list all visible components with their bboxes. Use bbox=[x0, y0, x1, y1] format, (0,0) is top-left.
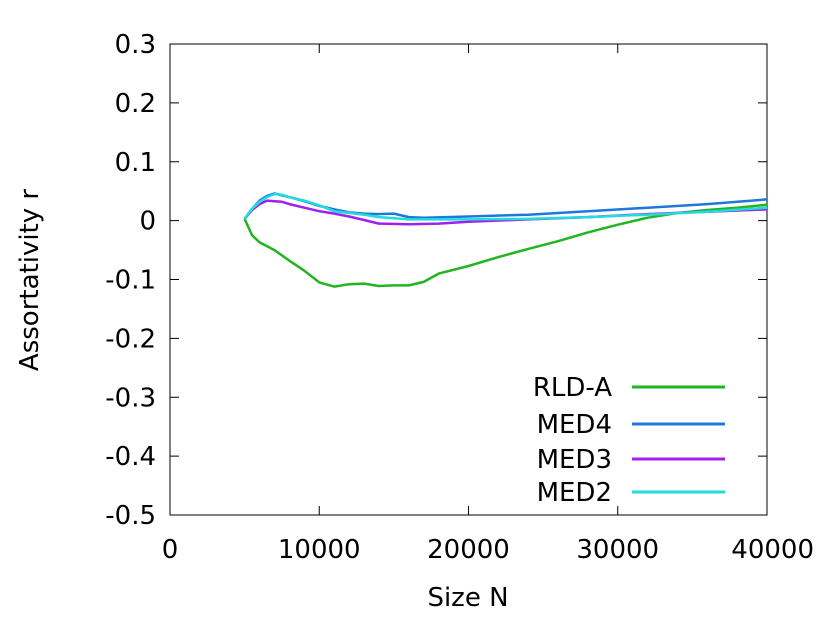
series-line-rld-a bbox=[243, 203, 768, 288]
y-axis-label: Assortativity r bbox=[15, 189, 45, 371]
y-tick-label: -0.5 bbox=[105, 501, 156, 531]
legend-label: RLD-A bbox=[533, 373, 612, 403]
legend-label: MED2 bbox=[537, 478, 612, 508]
y-tick-label: 0.2 bbox=[115, 89, 156, 119]
legend-label: MED3 bbox=[537, 445, 612, 475]
y-tick-label: 0.3 bbox=[115, 30, 156, 60]
y-tick-label: 0 bbox=[139, 207, 156, 237]
x-axis-label: Size N bbox=[427, 583, 508, 613]
series-line-med2 bbox=[243, 192, 768, 221]
y-tick-label: -0.3 bbox=[105, 383, 156, 413]
plot-frame bbox=[169, 43, 768, 516]
series-lines bbox=[243, 192, 768, 288]
x-tick-label: 10000 bbox=[278, 535, 361, 565]
x-tick-label: 0 bbox=[162, 535, 179, 565]
x-tick-label: 30000 bbox=[576, 535, 659, 565]
y-tick-label: -0.4 bbox=[105, 442, 156, 472]
x-tick-label: 20000 bbox=[427, 535, 510, 565]
y-tick-label: 0.1 bbox=[115, 148, 156, 178]
y-tick-label: -0.1 bbox=[105, 266, 156, 296]
y-tick-label: -0.2 bbox=[105, 324, 156, 354]
legend-label: MED4 bbox=[537, 410, 612, 440]
axis-ticks: 0.30.20.10-0.1-0.2-0.3-0.4-0.50 10000 2000… bbox=[105, 30, 814, 565]
x-tick-label: 40000 bbox=[731, 535, 814, 565]
